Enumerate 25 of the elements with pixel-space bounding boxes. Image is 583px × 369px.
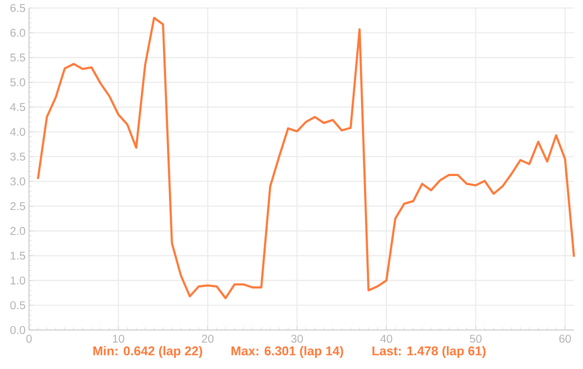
y-tick-label: 6.5 [10,4,26,12]
y-tick-label: 4.5 [10,103,26,112]
x-tick-label: 20 [202,334,214,343]
y-tick-label: 4.0 [10,128,26,136]
x-tick-label: 30 [291,334,303,343]
text: Min: 0.642 (lap 22) [93,346,202,358]
y-tick-label: 0.0 [10,326,26,334]
text: Last: 1.478 (lap 61) [372,346,486,358]
y-tick-label: 2.5 [10,202,26,210]
y-tick-label: 6.0 [10,28,26,37]
y-tick-label: 3.5 [10,152,26,161]
text: Max: 6.301 (lap 14) [232,346,344,358]
y-tick-label: 2.0 [10,226,26,235]
y-tick-label: 1.0 [10,276,26,284]
y-tick-label: 1.5 [10,252,26,260]
x-tick-label: 60 [559,334,571,343]
x-tick-label: 50 [470,334,482,343]
y-tick-label: 3.0 [10,177,26,186]
x-tick-label: 10 [112,334,124,343]
y-tick-label: 5.0 [10,78,26,86]
y-tick-label: 5.5 [10,54,26,62]
x-tick-label: 40 [380,334,392,343]
y-tick-label: 0.5 [10,301,26,310]
line-series [36,16,576,300]
x-tick-label: 0 [26,334,32,343]
